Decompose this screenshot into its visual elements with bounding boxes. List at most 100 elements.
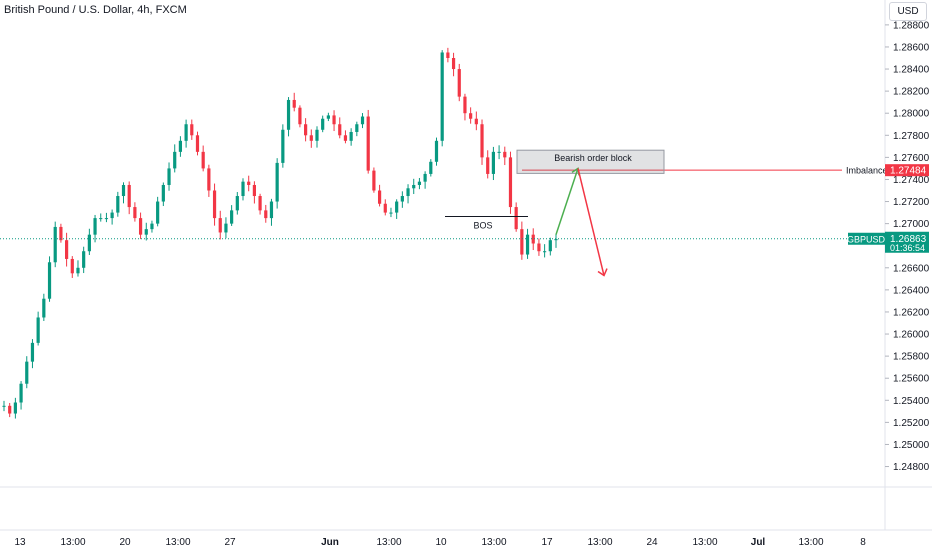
candle-body: [173, 151, 177, 169]
candle-body: [150, 223, 154, 230]
projection-up-line: [555, 168, 579, 235]
candle-body: [121, 184, 126, 197]
candle-body: [252, 184, 256, 197]
candle-body: [389, 212, 393, 214]
candle-body: [531, 234, 535, 244]
candle-body: [338, 124, 342, 136]
y-tick-label: 1.27800: [893, 131, 930, 142]
last-price-value: 1.26863: [890, 234, 927, 245]
y-tick-label: 1.26400: [893, 285, 930, 296]
candle-body: [503, 151, 507, 158]
candle-body: [520, 229, 524, 255]
candle-body: [292, 99, 296, 108]
candle-body: [457, 69, 461, 97]
y-tick-label: 1.27600: [893, 153, 930, 164]
candle-body: [412, 184, 416, 189]
candle-body: [491, 151, 496, 174]
candle-body: [76, 267, 80, 274]
candle-body: [275, 162, 279, 202]
last-price-symbol: GBPUSD: [847, 234, 886, 244]
candle-body: [201, 151, 205, 169]
x-tick-label: 27: [224, 537, 236, 548]
candle-body: [383, 203, 387, 213]
candle-body: [469, 113, 473, 119]
y-tick-label: 1.24800: [893, 462, 930, 473]
y-tick-label: 1.27400: [893, 175, 930, 186]
candle-body: [343, 135, 348, 141]
candle-body: [417, 181, 422, 185]
last-price-tag: [885, 231, 929, 253]
candle-body: [224, 223, 228, 233]
candle-body: [110, 212, 114, 219]
candle-body: [304, 124, 308, 136]
candle-body: [195, 135, 200, 152]
y-tick-label: 1.28600: [893, 42, 930, 53]
candle-body: [184, 124, 188, 141]
y-tick-label: 1.28400: [893, 65, 930, 76]
candle-body: [321, 118, 325, 130]
candle-body: [82, 251, 86, 268]
candle-body: [423, 173, 427, 182]
candle-body: [554, 239, 558, 241]
candle-body: [429, 161, 433, 174]
y-tick-label: 1.25400: [893, 396, 930, 407]
x-tick-label: 17: [541, 537, 553, 548]
candle-body: [19, 383, 23, 403]
candle-body: [36, 317, 40, 343]
projection-down-arrowhead: [597, 268, 608, 277]
candle-body: [70, 258, 74, 274]
candle-body: [144, 229, 148, 235]
x-tick-label: 13:00: [165, 537, 190, 548]
candle-body: [537, 243, 541, 252]
imbalance-price-tag: [885, 164, 929, 177]
imbalance-label-bg: [842, 164, 886, 177]
imbalance-price-value: 1.27484: [890, 166, 927, 177]
last-price-symbol-tag: [848, 232, 885, 245]
candle-body: [104, 218, 109, 220]
candle-body: [269, 201, 274, 219]
candle-body: [47, 262, 52, 299]
candle-body: [241, 181, 245, 197]
x-tick-label: 13: [14, 537, 26, 548]
candle-body: [53, 226, 57, 263]
candle-body: [167, 168, 171, 185]
candle-body: [406, 188, 410, 197]
chart-title: British Pound / U.S. Dollar, 4h, FXCM: [4, 4, 187, 16]
x-tick-label: Jun: [321, 537, 339, 548]
candle-body: [133, 207, 137, 219]
candle-body: [42, 298, 46, 318]
candle-body: [13, 402, 17, 414]
candle-body: [207, 168, 211, 191]
candle-body: [116, 196, 120, 213]
order-block-box: [516, 149, 665, 174]
y-tick-label: 1.27200: [893, 197, 930, 208]
candle-body: [332, 115, 336, 125]
y-tick-label: 1.27000: [893, 219, 930, 230]
x-tick-label: 13:00: [376, 537, 401, 548]
candle-body: [190, 124, 194, 136]
x-tick-label: 13:00: [798, 537, 823, 548]
candle-body: [64, 240, 69, 259]
last-price-countdown: 01:36:54: [890, 243, 925, 253]
x-tick-label: 13:00: [587, 537, 612, 548]
candle-body: [514, 207, 518, 230]
candle-body: [395, 201, 399, 213]
candle-body: [360, 116, 365, 125]
candle-body: [309, 135, 313, 141]
x-tick-label: 13:00: [692, 537, 717, 548]
candle-body: [486, 157, 490, 174]
candle-body: [349, 131, 353, 141]
candle-body: [59, 226, 63, 241]
candle-body: [497, 151, 501, 153]
y-tick-label: 1.28000: [893, 109, 930, 120]
candle-body: [30, 342, 35, 362]
candle-body: [326, 115, 330, 119]
candle-body: [156, 201, 160, 224]
y-tick-label: 1.26000: [893, 330, 930, 341]
x-tick-label: 13:00: [60, 537, 85, 548]
candle-body: [286, 99, 291, 130]
projection-down-line: [577, 168, 605, 276]
order-block-label: Bearish order block: [554, 153, 632, 163]
currency-button[interactable]: USD: [889, 2, 927, 21]
